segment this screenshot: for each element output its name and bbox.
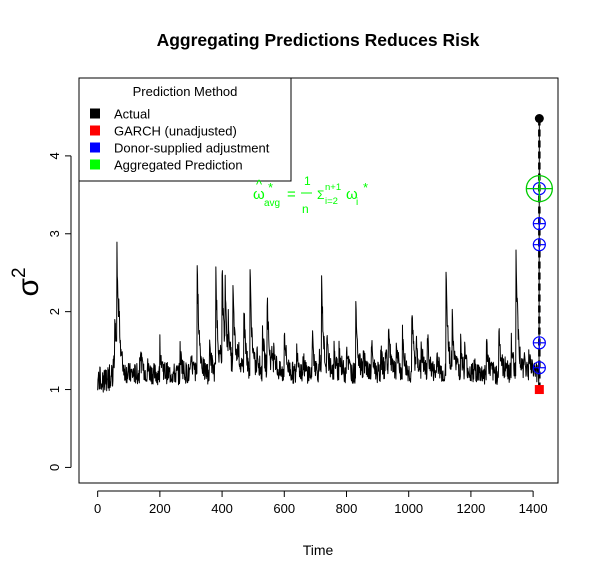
x-tick-label: 600	[273, 501, 295, 516]
annotation-sub-avg: avg	[264, 198, 280, 209]
y-axis-label: σ	[12, 278, 45, 297]
svg-text:σ2: σ2	[9, 267, 45, 296]
chart-title: Aggregating Predictions Reduces Risk	[157, 30, 480, 50]
legend-label: Donor-supplied adjustment	[114, 141, 270, 156]
donor-adjustment-point	[532, 217, 546, 231]
text-layer: Aggregating Predictions Reduces Risk Tim…	[9, 30, 480, 558]
legend-entry: Aggregated Prediction	[90, 158, 243, 173]
annotation-hat: ^	[256, 177, 263, 192]
y-tick-label: 1	[47, 386, 62, 393]
x-tick-label: 0	[94, 501, 101, 516]
annotation-sigma: Σ	[317, 188, 324, 202]
aggregated-prediction-point	[525, 174, 553, 203]
legend-entry: Actual	[90, 107, 150, 122]
legend: Prediction Method Actual GARCH (unadjuste…	[78, 77, 292, 182]
line-layer	[97, 118, 540, 393]
plot-frame	[78, 77, 559, 484]
annotation-omega-i: ω	[346, 186, 358, 203]
axes-layer: 0 200 400 600 800 1000 1200 1400 0 1 2 3 4	[47, 77, 559, 516]
donor-adjustment-point	[532, 361, 546, 375]
y-tick-label: 4	[47, 152, 62, 159]
x-tick-label: 400	[211, 501, 233, 516]
x-tick-label: 200	[149, 501, 171, 516]
annotation-equals: =	[287, 186, 296, 203]
annotation-frac-den: n	[302, 202, 309, 216]
y-tick-label: 2	[47, 308, 62, 315]
legend-swatch	[90, 159, 100, 170]
donor-adjustment-point	[532, 238, 546, 252]
legend-entry: GARCH (unadjusted)	[90, 124, 237, 139]
actual-point	[534, 114, 544, 123]
annotation-star: *	[268, 180, 273, 195]
legend-swatch	[90, 125, 100, 136]
y-tick-label: 3	[47, 230, 62, 237]
legend-swatch	[90, 108, 100, 119]
x-tick-label: 1000	[394, 501, 423, 516]
y-axis-label-superscript: 2	[9, 267, 30, 278]
legend-entry: Donor-supplied adjustment	[90, 141, 270, 156]
annotation-frac-num: 1	[304, 174, 311, 188]
x-tick-label: 1200	[456, 501, 485, 516]
annotation-sum-bottom: i=2	[325, 196, 338, 207]
garch-point	[534, 385, 544, 395]
legend-label: Actual	[114, 107, 150, 122]
x-axis-label: Time	[303, 542, 334, 558]
legend-swatch	[90, 142, 100, 153]
x-tick-label: 1400	[519, 501, 548, 516]
legend-entries: Actual GARCH (unadjusted) Donor-supplied a…	[90, 107, 270, 173]
legend-box	[78, 77, 292, 182]
legend-label: Aggregated Prediction	[114, 158, 243, 173]
annotation-sum-top: n+1	[325, 182, 341, 193]
annotation-omega: ω	[253, 186, 265, 203]
series-line	[97, 118, 540, 393]
y-tick-label: 0	[47, 464, 62, 471]
x-tick-label: 800	[336, 501, 358, 516]
y-axis-label-group: σ2	[9, 267, 45, 296]
marker-layer	[525, 114, 553, 395]
annotation-star-i: *	[363, 180, 368, 195]
annotation-formula: ^ ω * avg = 1 n Σ n+1 i=2 ω i *	[253, 174, 368, 216]
legend-title: Prediction Method	[133, 84, 238, 99]
donor-adjustment-point	[532, 336, 546, 350]
legend-label: GARCH (unadjusted)	[114, 124, 237, 139]
annotation-sub-i: i	[356, 197, 358, 208]
